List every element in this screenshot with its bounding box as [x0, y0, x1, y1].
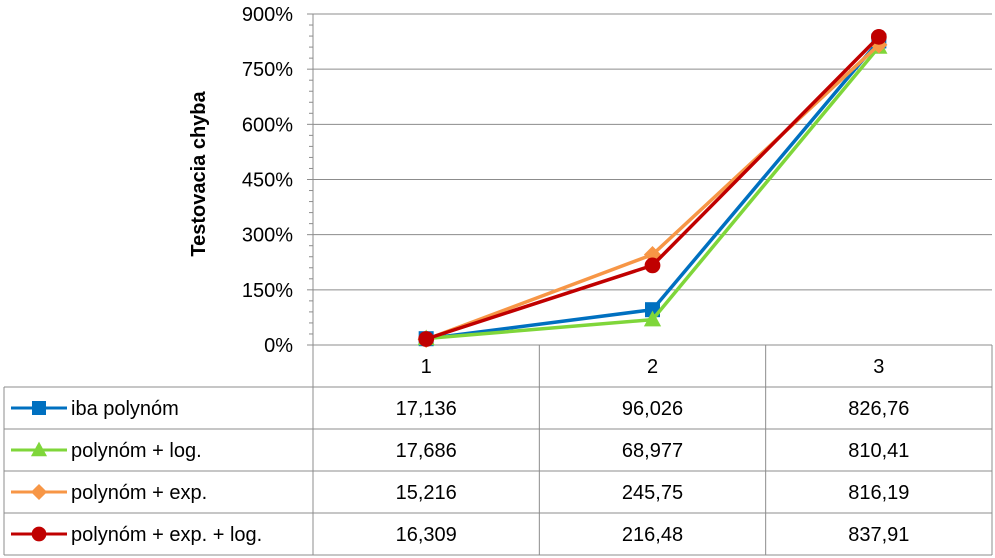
legend-label: polynóm + exp. — [71, 482, 207, 504]
table-value: 15,216 — [396, 482, 457, 504]
data-point — [643, 310, 662, 327]
data-point — [644, 257, 661, 274]
series-line — [425, 43, 881, 342]
y-tick-label: 750% — [242, 59, 293, 81]
table-value: 826,76 — [848, 398, 909, 420]
legend-label: polynóm + log. — [71, 440, 202, 462]
y-tick-label: 150% — [242, 280, 293, 302]
table-value: 16,309 — [396, 524, 457, 546]
y-tick-label: 450% — [242, 170, 293, 192]
data-point — [418, 331, 435, 347]
legend-marker — [32, 401, 46, 415]
table-value: 816,19 — [848, 482, 909, 504]
y-tick-label: 900% — [242, 4, 293, 26]
series-line — [425, 39, 881, 341]
data-point — [643, 245, 662, 264]
table-value: 17,136 — [396, 398, 457, 420]
legend-row: polynóm + log. 17,686 68,977 810,41 — [11, 440, 909, 462]
gridlines — [313, 13, 992, 291]
table-value: 837,91 — [848, 524, 909, 546]
series-triangle — [417, 37, 888, 346]
legend-marker — [30, 441, 48, 457]
legend-row: polynóm + exp. 15,216 245,75 816,19 — [11, 482, 909, 504]
data-table: 1 2 3 iba polynóm 17,136 96,026 826,76 polynóm … — [3, 344, 993, 556]
series-line — [426, 45, 881, 341]
table-value: 216,48 — [622, 524, 683, 546]
x-category-label: 2 — [647, 356, 658, 378]
table-value: 810,41 — [848, 440, 909, 462]
legend-marker — [31, 526, 47, 542]
table-value: 96,026 — [622, 398, 683, 420]
legend-label: iba polynóm — [71, 398, 179, 420]
legend-label: polynóm + exp. + log. — [71, 524, 262, 546]
y-tick-label: 600% — [242, 114, 293, 136]
table-value: 68,977 — [622, 440, 683, 462]
y-tick-label: 0% — [264, 335, 293, 357]
series-circle — [418, 28, 887, 347]
x-category-label: 3 — [873, 356, 884, 378]
series-line — [425, 35, 881, 341]
y-axis-title: Testovacia chyba — [188, 90, 210, 256]
series-square — [418, 33, 887, 347]
legend-row: iba polynóm 17,136 96,026 826,76 — [11, 398, 909, 420]
data-point — [870, 28, 887, 45]
legend-row: polynóm + exp. + log. 16,309 216,48 837,91 — [11, 524, 909, 546]
x-category-label: 1 — [421, 356, 432, 378]
y-tick-label: 300% — [242, 225, 293, 247]
table-value: 17,686 — [396, 440, 457, 462]
table-value: 245,75 — [622, 482, 683, 504]
series-diamond — [417, 36, 888, 349]
legend-marker — [30, 483, 48, 501]
